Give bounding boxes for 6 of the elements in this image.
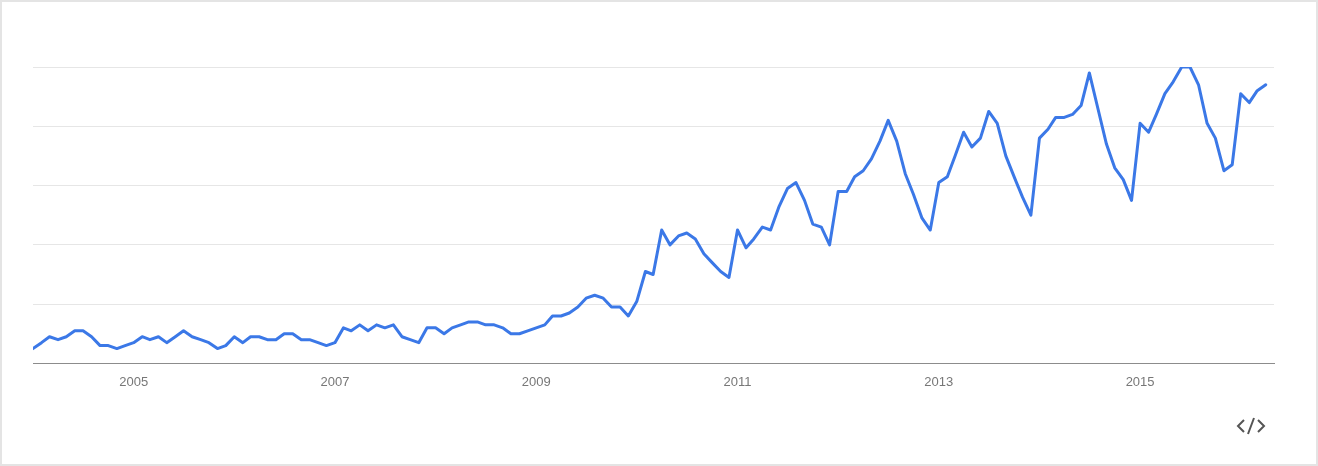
x-tick-label: 2005 — [119, 373, 149, 389]
x-tick-label: 2013 — [924, 373, 954, 389]
x-tick-label: 2009 — [521, 373, 551, 389]
x-tick-label: 2015 — [1125, 373, 1155, 389]
x-tick-label: 2007 — [320, 373, 350, 389]
x-tick-label: 2011 — [723, 373, 752, 389]
